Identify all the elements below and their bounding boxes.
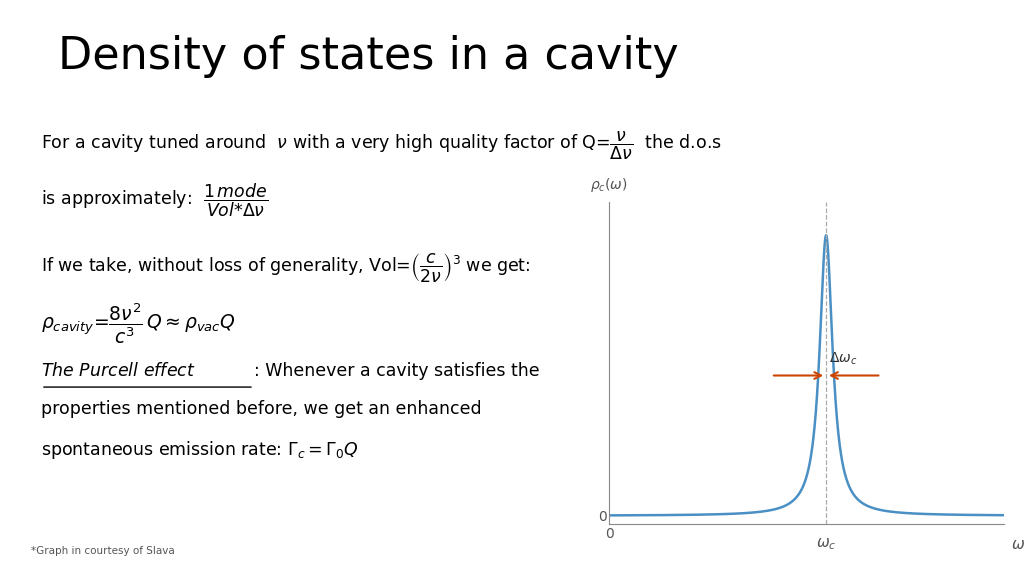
Text: $\omega$: $\omega$ — [1012, 537, 1024, 552]
Text: properties mentioned before, we get an enhanced: properties mentioned before, we get an e… — [41, 400, 481, 418]
Text: *Graph in courtesy of Slava: *Graph in courtesy of Slava — [31, 546, 174, 556]
Text: : Whenever a cavity satisfies the: : Whenever a cavity satisfies the — [254, 362, 540, 380]
Text: $\Delta\omega_c$: $\Delta\omega_c$ — [829, 351, 858, 367]
Text: $\rho_{cavity}$=$\dfrac{8\nu^2}{c^3}\,Q \approx \rho_{vac}Q$: $\rho_{cavity}$=$\dfrac{8\nu^2}{c^3}\,Q … — [41, 301, 236, 346]
Text: spontaneous emission rate: $\Gamma_c = \Gamma_0 Q$: spontaneous emission rate: $\Gamma_c = \… — [41, 439, 358, 461]
Text: For a cavity tuned around  $\nu$ with a very high quality factor of Q=$\dfrac{\n: For a cavity tuned around $\nu$ with a v… — [41, 130, 722, 162]
Text: $\mathbf{\mathit{The\ Purcell\ effect}}$: $\mathbf{\mathit{The\ Purcell\ effect}}$ — [41, 362, 196, 380]
Text: $\omega_c$: $\omega_c$ — [816, 537, 837, 552]
Text: is approximately:  $\dfrac{1\,mode}{Vol{*}\Delta\nu}$: is approximately: $\dfrac{1\,mode}{Vol{*… — [41, 181, 268, 219]
Text: If we take, without loss of generality, Vol=$\left(\dfrac{c}{2\nu}\right)^3$ we : If we take, without loss of generality, … — [41, 251, 530, 283]
Text: $\rho_c(\omega)$: $\rho_c(\omega)$ — [590, 176, 628, 194]
Text: Density of states in a cavity: Density of states in a cavity — [58, 35, 679, 78]
